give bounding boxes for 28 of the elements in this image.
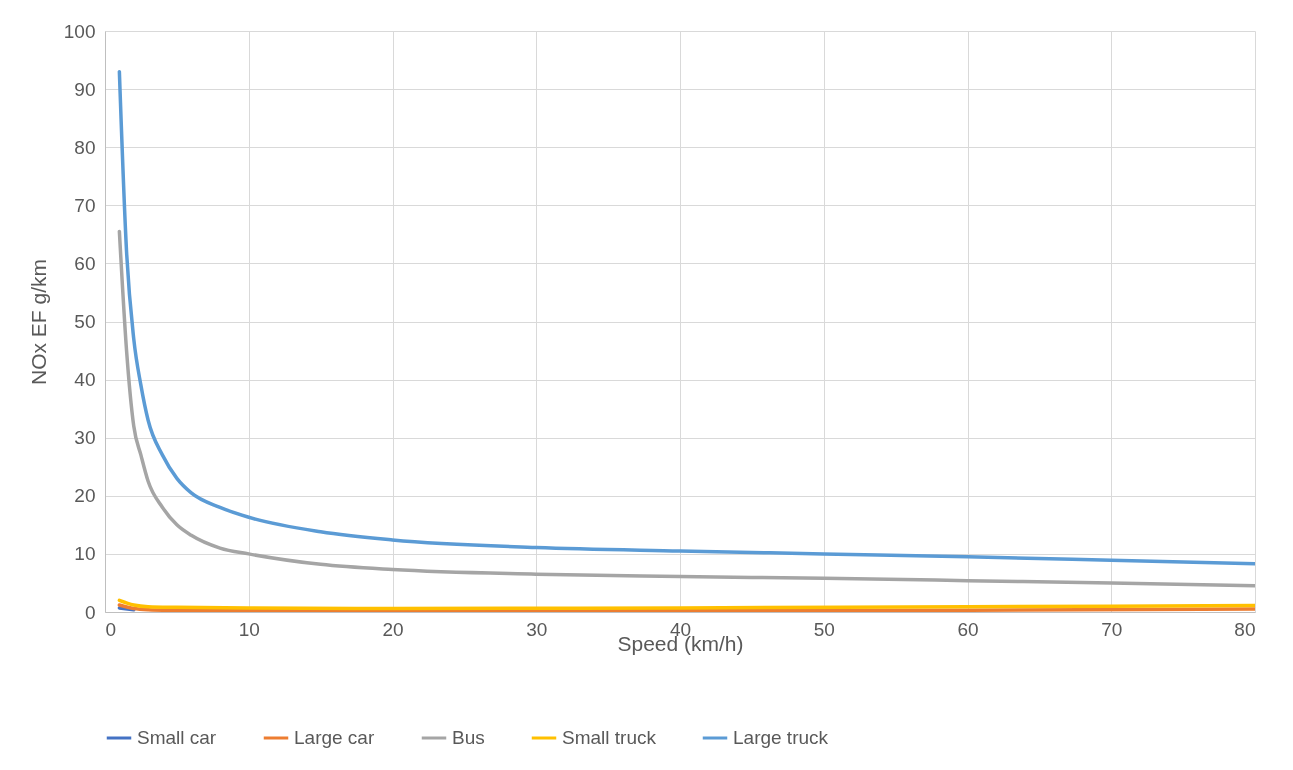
legend-label: Large car bbox=[294, 727, 375, 748]
y-tick-label: 100 bbox=[63, 20, 96, 42]
y-tick-label: 60 bbox=[74, 252, 96, 274]
legend-label: Bus bbox=[452, 727, 485, 748]
y-tick-label: 0 bbox=[84, 601, 96, 623]
line-series bbox=[117, 229, 1255, 588]
y-tick-label: 70 bbox=[74, 194, 96, 216]
line-series bbox=[117, 69, 1255, 566]
legend-label: Large truck bbox=[733, 727, 829, 748]
x-tick-label: 0 bbox=[105, 618, 117, 640]
x-tick-label: 30 bbox=[526, 618, 548, 640]
y-tick-label: 20 bbox=[74, 485, 96, 507]
y-tick-label: 90 bbox=[74, 78, 96, 100]
y-tick-label: 40 bbox=[74, 369, 96, 391]
x-tick-label: 70 bbox=[1101, 618, 1123, 640]
legend-label: Small truck bbox=[562, 727, 657, 748]
y-axis-title: NOx EF g/km bbox=[26, 258, 50, 386]
x-tick-label: 80 bbox=[1234, 618, 1256, 640]
y-tick-label: 50 bbox=[74, 311, 96, 332]
x-tick-label: 60 bbox=[957, 618, 979, 640]
x-tick-label: 50 bbox=[813, 618, 835, 640]
x-tick-label: 10 bbox=[238, 618, 260, 640]
y-tick-label: 10 bbox=[74, 543, 96, 565]
x-tick-label: 20 bbox=[382, 618, 404, 640]
line-series bbox=[117, 598, 1255, 611]
y-tick-label: 30 bbox=[74, 427, 96, 449]
legend-label: Small car bbox=[137, 727, 217, 748]
y-tick-label: 80 bbox=[74, 136, 96, 158]
